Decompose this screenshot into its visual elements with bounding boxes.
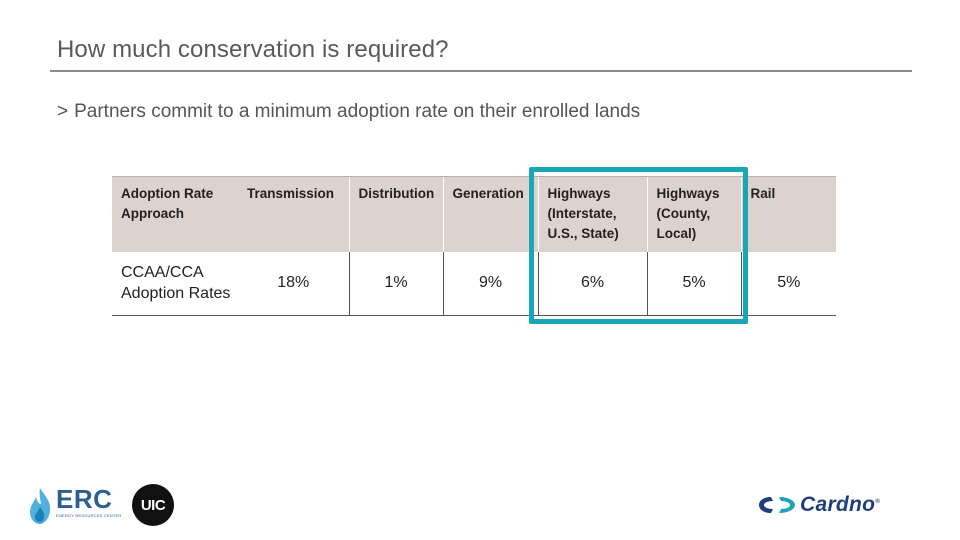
- bullet-marker: >: [57, 101, 69, 122]
- title-divider: [50, 70, 912, 72]
- table-header-row: Adoption Rate Approach Transmission Distr…: [112, 176, 836, 252]
- row-label: CCAA/CCA Adoption Rates: [112, 251, 238, 316]
- cell-highways-county: 5%: [646, 251, 741, 316]
- header-highways-county: Highways (County, Local): [646, 176, 741, 252]
- header-distribution: Distribution: [348, 176, 443, 252]
- erc-subtitle: ENERGY RESOURCES CENTER: [56, 513, 122, 518]
- bullet-point: > Partners commit to a minimum adoption r…: [57, 101, 640, 123]
- cell-distribution: 1%: [348, 251, 443, 316]
- bullet-text: Partners commit to a minimum adoption ra…: [74, 101, 641, 122]
- table-row: CCAA/CCA Adoption Rates 18% 1% 9% 6% 5% 5…: [112, 251, 836, 316]
- erc-wordmark: ERC: [56, 484, 113, 514]
- cell-generation: 9%: [442, 251, 538, 316]
- flame-icon: [30, 488, 51, 524]
- highways-highlight-box: [529, 167, 748, 324]
- cardno-logo: Cardno®: [757, 493, 880, 517]
- header-highways-interstate: Highways (Interstate, U.S., State): [537, 176, 647, 252]
- cell-highways-interstate: 6%: [537, 251, 647, 316]
- slide-title: How much conservation is required?: [57, 36, 449, 63]
- header-generation: Generation: [442, 176, 538, 252]
- cardno-mark-icon: [759, 497, 795, 513]
- header-transmission: Transmission: [238, 176, 349, 252]
- cell-rail: 5%: [740, 251, 836, 316]
- cardno-wordmark: Cardno®: [800, 493, 881, 516]
- uic-logo: UIC: [132, 484, 174, 526]
- cell-transmission: 18%: [238, 251, 349, 316]
- header-approach: Adoption Rate Approach: [112, 176, 238, 252]
- header-rail: Rail: [740, 176, 836, 252]
- adoption-rate-table: Adoption Rate Approach Transmission Distr…: [112, 176, 836, 316]
- erc-logo: ERC ENERGY RESOURCES CENTER: [28, 484, 122, 525]
